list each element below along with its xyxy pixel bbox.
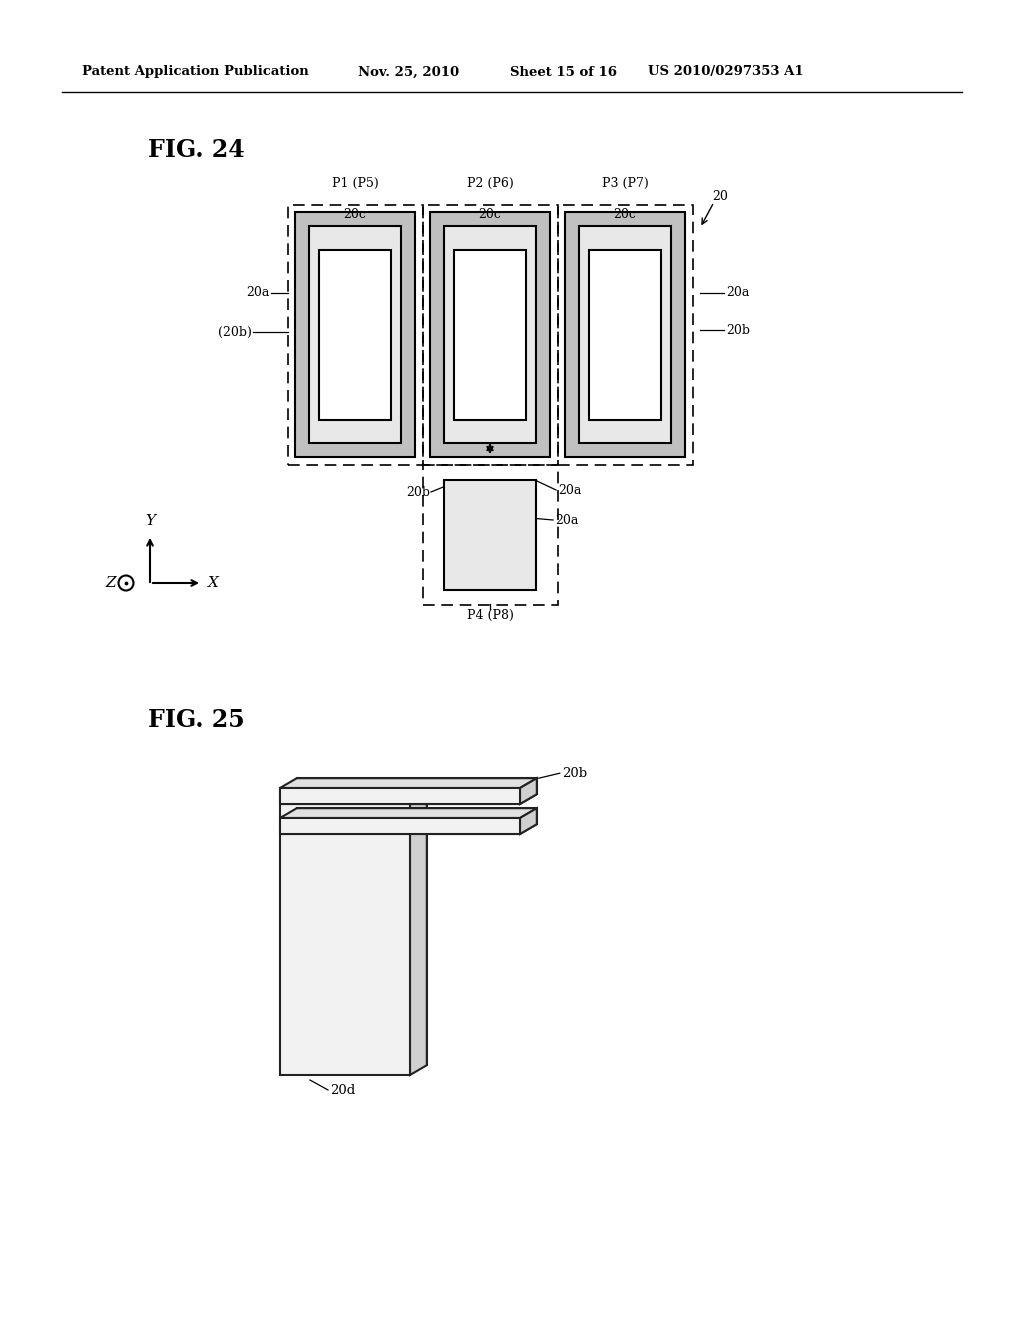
Polygon shape <box>280 779 537 788</box>
Text: FIG. 25: FIG. 25 <box>148 708 245 733</box>
Text: Z: Z <box>105 576 116 590</box>
Polygon shape <box>280 818 520 834</box>
Bar <box>454 249 526 420</box>
Text: Sheet 15 of 16: Sheet 15 of 16 <box>510 66 617 78</box>
Bar <box>423 465 558 605</box>
Text: 20: 20 <box>712 190 728 203</box>
Bar <box>295 213 415 457</box>
Text: (20b): (20b) <box>218 326 252 338</box>
Text: 20b: 20b <box>562 767 587 780</box>
Bar <box>565 213 685 457</box>
Bar <box>423 205 558 465</box>
Polygon shape <box>280 789 410 1074</box>
Text: P3 (P7): P3 (P7) <box>602 177 648 190</box>
Text: 20b: 20b <box>726 323 750 337</box>
Text: 20d: 20d <box>330 1084 355 1097</box>
Text: Y: Y <box>145 513 155 528</box>
Bar <box>319 249 391 420</box>
Bar <box>589 249 662 420</box>
Text: 20b: 20b <box>406 486 430 499</box>
Bar <box>558 205 693 465</box>
Bar <box>444 480 536 590</box>
Polygon shape <box>280 824 537 834</box>
Text: 20a: 20a <box>726 286 750 300</box>
Text: 20c: 20c <box>613 209 637 222</box>
Text: Patent Application Publication: Patent Application Publication <box>82 66 309 78</box>
Text: 20c: 20c <box>478 209 502 222</box>
Bar <box>444 226 536 444</box>
Text: P2 (P6): P2 (P6) <box>467 177 513 190</box>
Bar <box>579 226 671 444</box>
Text: X: X <box>208 576 219 590</box>
Bar <box>430 213 550 457</box>
Polygon shape <box>297 779 537 795</box>
Bar <box>288 205 423 465</box>
Text: P1 (P5): P1 (P5) <box>332 177 379 190</box>
Text: 20a: 20a <box>558 483 582 496</box>
Text: Nov. 25, 2010: Nov. 25, 2010 <box>358 66 459 78</box>
Text: US 2010/0297353 A1: US 2010/0297353 A1 <box>648 66 804 78</box>
Polygon shape <box>280 788 520 804</box>
Polygon shape <box>297 808 537 824</box>
Bar <box>309 226 401 444</box>
Polygon shape <box>280 780 427 789</box>
Polygon shape <box>520 808 537 834</box>
Text: 20a: 20a <box>247 286 270 300</box>
Polygon shape <box>520 779 537 804</box>
Polygon shape <box>297 780 427 1065</box>
Polygon shape <box>280 808 537 818</box>
Text: 20a: 20a <box>555 513 579 527</box>
Polygon shape <box>280 795 537 804</box>
Text: P4 (P8): P4 (P8) <box>467 609 513 622</box>
Polygon shape <box>410 780 427 1074</box>
Text: FIG. 24: FIG. 24 <box>148 139 245 162</box>
Text: 20c: 20c <box>344 209 367 222</box>
